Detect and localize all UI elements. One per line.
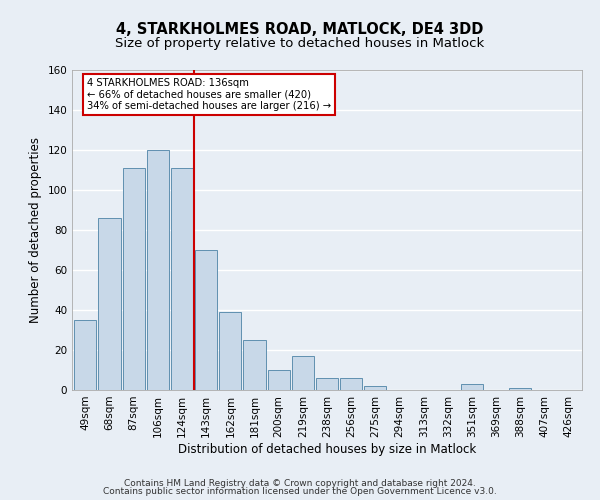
Text: Size of property relative to detached houses in Matlock: Size of property relative to detached ho… bbox=[115, 38, 485, 51]
X-axis label: Distribution of detached houses by size in Matlock: Distribution of detached houses by size … bbox=[178, 442, 476, 456]
Bar bbox=[244, 340, 266, 390]
Bar bbox=[146, 150, 169, 390]
Text: Contains HM Land Registry data © Crown copyright and database right 2024.: Contains HM Land Registry data © Crown c… bbox=[124, 478, 476, 488]
Bar bbox=[364, 386, 386, 390]
Text: Contains public sector information licensed under the Open Government Licence v3: Contains public sector information licen… bbox=[103, 487, 497, 496]
Y-axis label: Number of detached properties: Number of detached properties bbox=[29, 137, 42, 323]
Bar bbox=[122, 168, 145, 390]
Bar bbox=[268, 370, 290, 390]
Bar bbox=[195, 250, 217, 390]
Bar bbox=[292, 356, 314, 390]
Bar bbox=[509, 388, 532, 390]
Bar bbox=[461, 384, 483, 390]
Bar bbox=[316, 378, 338, 390]
Text: 4, STARKHOLMES ROAD, MATLOCK, DE4 3DD: 4, STARKHOLMES ROAD, MATLOCK, DE4 3DD bbox=[116, 22, 484, 38]
Bar bbox=[171, 168, 193, 390]
Text: 4 STARKHOLMES ROAD: 136sqm
← 66% of detached houses are smaller (420)
34% of sem: 4 STARKHOLMES ROAD: 136sqm ← 66% of deta… bbox=[88, 78, 331, 111]
Bar bbox=[74, 320, 97, 390]
Bar bbox=[219, 312, 241, 390]
Bar bbox=[340, 378, 362, 390]
Bar bbox=[98, 218, 121, 390]
